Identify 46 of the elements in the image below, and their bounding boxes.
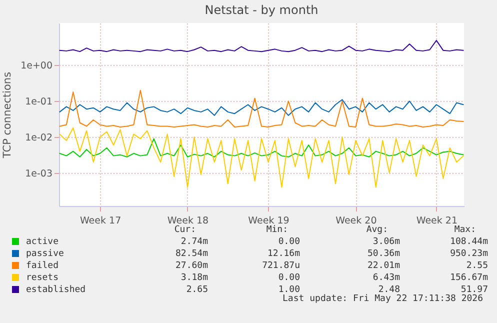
x-tick-label: Week 21	[416, 216, 458, 226]
text: 2.74m	[180, 236, 208, 248]
text: 3.06m	[372, 236, 400, 248]
x-tick-label: Week 17	[80, 216, 122, 226]
x-tick-label: Week 18	[167, 216, 209, 226]
text: 50.36m	[366, 248, 400, 260]
y-tick-label: 1e-03	[25, 168, 52, 180]
text: 721.87u	[261, 260, 300, 272]
legend-label: active	[26, 237, 59, 247]
text: 1.00	[277, 284, 300, 295]
y-tick-label: 1e-01	[25, 96, 52, 108]
legend-label: passive	[26, 249, 64, 259]
text: Last update: Fri May 22 17:11:38 2026	[282, 294, 483, 305]
text: Min:	[265, 224, 289, 236]
text: 27.60m	[174, 260, 208, 272]
text: 108.44m	[449, 236, 488, 248]
text: 22.01m	[366, 260, 400, 272]
x-tick-label: Week 19	[248, 216, 290, 226]
line-series	[59, 40, 464, 52]
text: 0.00	[277, 236, 300, 248]
text: 6.43m	[372, 272, 400, 284]
x-tick-label: Week 20	[336, 216, 377, 226]
text: Max:	[453, 224, 477, 236]
line-series	[59, 99, 464, 116]
text: 2.65	[185, 284, 208, 296]
text: 2.48	[378, 284, 400, 295]
line-series	[59, 138, 464, 158]
line-series	[59, 127, 464, 188]
text: Avg:	[365, 224, 389, 236]
text: 12.16m	[266, 248, 300, 260]
chart-title: Netstat - by month	[204, 3, 318, 17]
text: 3.18m	[180, 272, 208, 284]
legend-label: resets	[26, 273, 59, 283]
legend-label: established	[26, 285, 86, 295]
line-series	[59, 90, 464, 128]
text: 82.54m	[174, 248, 208, 260]
y-tick-label: 1e-02	[25, 132, 52, 144]
text: 156.67m	[449, 272, 488, 284]
text: 0.00	[277, 272, 300, 284]
text: 2.55	[465, 260, 488, 272]
text: Cur:	[173, 224, 197, 236]
y-axis-title: TCP connections	[2, 72, 14, 160]
text: 51.97	[460, 284, 488, 295]
text: 950.23m	[449, 248, 488, 260]
legend-label: failed	[26, 261, 59, 271]
y-tick-label: 1e+00	[20, 60, 52, 72]
